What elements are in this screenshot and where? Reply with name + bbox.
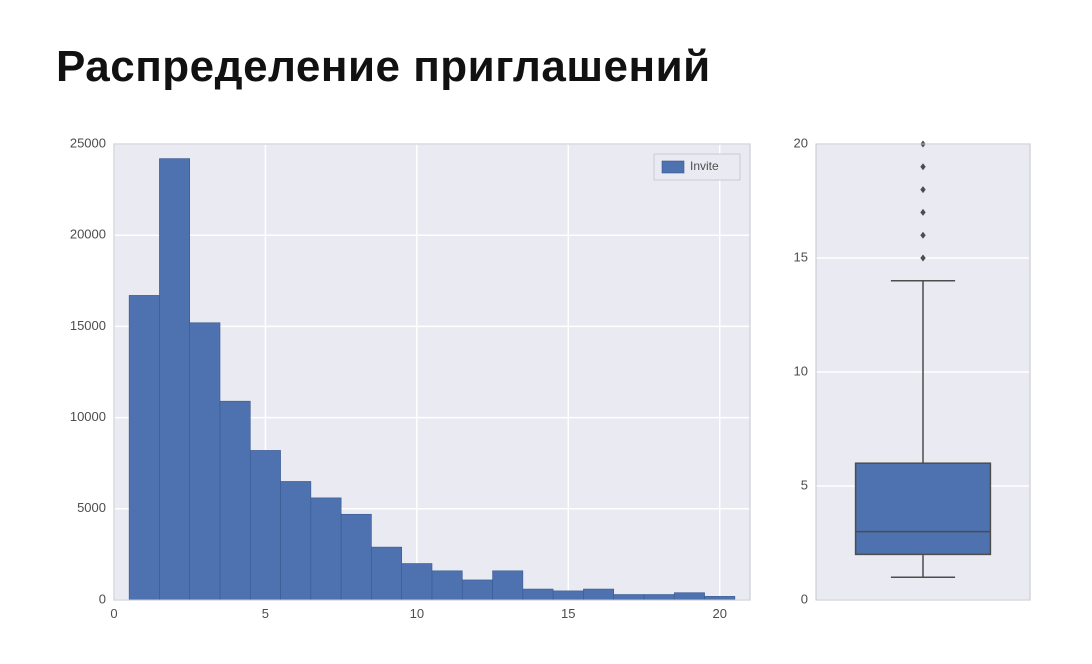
box xyxy=(856,463,991,554)
histogram-bar xyxy=(523,589,553,600)
ytick-label: 5 xyxy=(801,477,808,492)
ytick-label: 15 xyxy=(794,249,808,264)
ytick-label: 10000 xyxy=(70,409,106,424)
histogram-bar xyxy=(371,547,401,600)
histogram-bar xyxy=(311,498,341,600)
histogram-bar xyxy=(341,514,371,600)
ytick-label: 0 xyxy=(99,591,106,606)
ytick-label: 10 xyxy=(794,363,808,378)
ytick-label: 5000 xyxy=(77,500,106,515)
ytick-label: 15000 xyxy=(70,318,106,333)
histogram-bar xyxy=(462,580,492,600)
page-title: Распределение приглашений xyxy=(56,42,711,92)
histogram-bar xyxy=(281,481,311,600)
boxplot-panel: 0 5 10 15 20 xyxy=(776,138,1036,628)
histogram-bar xyxy=(250,450,280,600)
histogram-bar xyxy=(190,323,220,600)
ytick-label: 0 xyxy=(801,591,808,606)
legend: Invite xyxy=(654,154,740,180)
legend-label: Invite xyxy=(690,159,719,173)
slide: Распределение приглашений 05000100001500… xyxy=(0,0,1092,664)
histogram-bar xyxy=(159,159,189,600)
xtick-label: 10 xyxy=(410,606,424,621)
xtick-label: 5 xyxy=(262,606,269,621)
charts-container: 050001000015000200002500005101520Invite … xyxy=(56,138,1036,628)
histogram-panel: 0 5000 10000 15000 20000 25000 0 5 10 15 20 Invite xyxy=(56,138,756,628)
xtick-label: 15 xyxy=(561,606,575,621)
xtick-label: 0 xyxy=(110,606,117,621)
histogram-bar xyxy=(493,571,523,600)
xtick-label: 20 xyxy=(712,606,726,621)
histogram-bar xyxy=(583,589,613,600)
histogram-bar xyxy=(220,401,250,600)
ytick-label: 20 xyxy=(794,138,808,150)
ytick-label: 20000 xyxy=(70,227,106,242)
histogram-bar xyxy=(705,596,735,600)
histogram-bar xyxy=(129,295,159,600)
histogram-bar xyxy=(674,593,704,600)
histogram-bar xyxy=(644,595,674,600)
histogram-bar xyxy=(432,571,462,600)
histogram-bar xyxy=(614,595,644,600)
histogram-bar xyxy=(553,591,583,600)
ytick-label: 25000 xyxy=(70,138,106,150)
histogram-bar xyxy=(402,564,432,600)
